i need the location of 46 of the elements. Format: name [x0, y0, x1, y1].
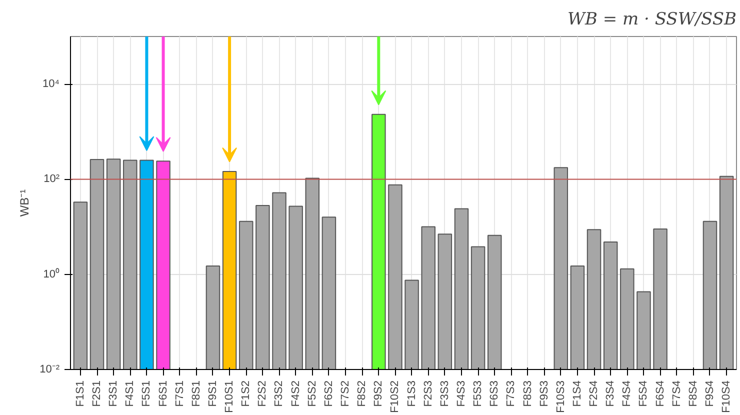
x-tick-label: F2S2: [256, 380, 269, 407]
x-tick-label: F10S3: [554, 380, 567, 413]
x-tick-label: F1S2: [240, 380, 252, 407]
x-tick-label: F6S3: [488, 380, 501, 407]
x-tick-label: F5S3: [472, 380, 484, 407]
y-tick-label: 10⁴: [42, 78, 60, 90]
x-tick-label: F8S4: [687, 380, 700, 407]
x-tick-label: F10S2: [389, 380, 402, 413]
x-tick-label: F3S2: [273, 380, 286, 407]
x-tick-label: F2S4: [588, 380, 600, 407]
x-tick-label: F7S4: [670, 380, 683, 407]
x-tick-label: F4S4: [621, 380, 634, 407]
x-tick-label: F9S2: [372, 380, 385, 407]
x-tick-label: F8S3: [522, 380, 534, 407]
y-tick-label: 10²: [44, 173, 60, 186]
x-tick-label: F4S3: [455, 380, 468, 407]
x-tick-label: F5S1: [140, 380, 153, 407]
x-tick-label: F1S1: [74, 380, 86, 407]
x-tick-label: F2S1: [91, 380, 104, 407]
x-tick-label: F8S2: [356, 380, 368, 407]
x-tick-label: F7S2: [340, 380, 352, 407]
y-tick-label: 10⁻²: [40, 364, 60, 376]
x-tick-label: F6S1: [157, 380, 170, 407]
x-tick-label: F9S3: [538, 380, 550, 407]
x-tick-label: F7S1: [174, 380, 186, 407]
x-tick-label: F4S1: [124, 380, 136, 407]
text: WB = m · SSW/SSB: [567, 10, 736, 30]
x-tick-label: F1S4: [571, 380, 584, 407]
y-axis-title: WB⁻¹: [18, 189, 32, 217]
x-tick-label: F5S4: [638, 380, 650, 407]
x-tick-label: F6S4: [654, 380, 666, 407]
x-tick-label: F9S4: [704, 380, 716, 407]
x-tick-label: F9S1: [206, 380, 219, 407]
x-tick-label: F2S3: [422, 380, 434, 407]
x-tick-label: F3S4: [604, 380, 617, 407]
y-tick-label: 10⁰: [43, 267, 60, 280]
x-tick-label: F10S1: [224, 380, 236, 413]
x-tick-label: F3S3: [438, 380, 451, 407]
x-tick-label: F1S3: [406, 380, 418, 407]
x-tick-label: F8S1: [190, 380, 202, 407]
x-tick-label: F4S2: [290, 380, 302, 407]
x-tick-label: F6S2: [322, 380, 335, 407]
x-tick-label: F5S2: [306, 380, 318, 407]
x-tick-label: F3S1: [108, 380, 120, 407]
x-tick-label: F7S3: [505, 380, 518, 407]
x-tick-label: F10S4: [720, 380, 733, 413]
